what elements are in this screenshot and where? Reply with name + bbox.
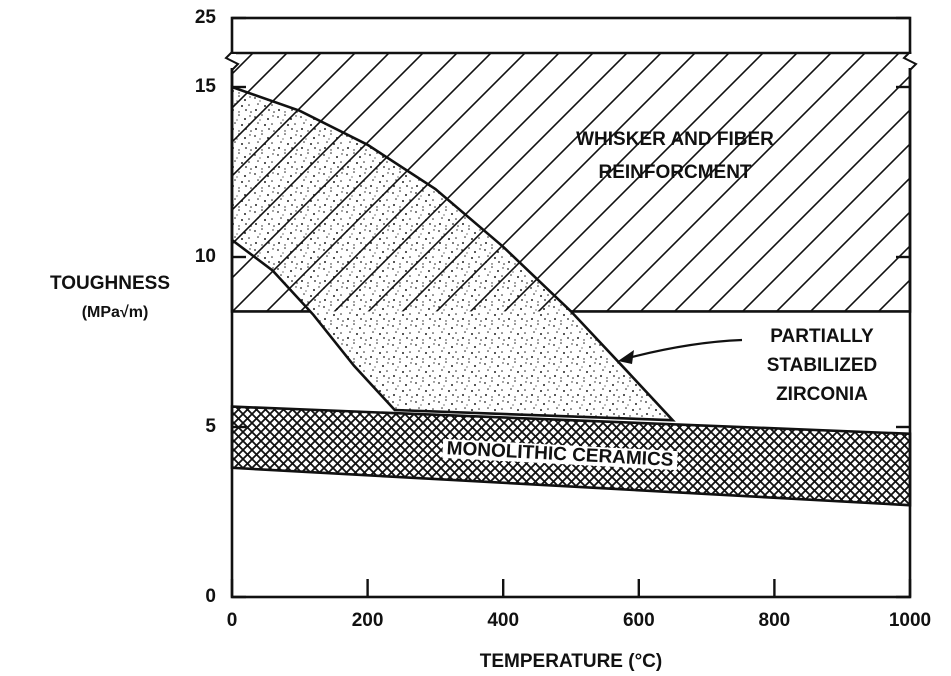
plot-frame (230, 16, 912, 599)
label-background (442, 438, 678, 471)
region-label: STABILIZED (767, 355, 877, 376)
x-tick-label: 1000 (889, 610, 931, 631)
arrow-head (618, 350, 634, 364)
x-axis-label: TEMPERATURE (°C) (480, 651, 662, 672)
x-tick-label: 400 (487, 610, 519, 631)
region-label: REINFORCMENT (598, 162, 751, 183)
y-tick-label: 25 (195, 7, 217, 28)
region-label: PARTIALLY (770, 326, 874, 347)
region-label: WHISKER AND FIBER (576, 129, 774, 150)
y-tick-label: 5 (205, 416, 216, 437)
y-tick-label: 15 (195, 76, 217, 97)
axis-break (224, 51, 240, 71)
y-tick-label: 0 (205, 586, 216, 607)
x-tick-label: 200 (352, 610, 384, 631)
pointer-arrow (627, 338, 743, 360)
x-tick-label: 0 (227, 610, 238, 631)
y-axis-label: (MPa√m) (82, 304, 149, 321)
y-tick-label: 10 (195, 246, 216, 267)
x-tick-label: 600 (623, 610, 655, 631)
axis-break (902, 51, 918, 71)
y-axis-label: TOUGHNESS (50, 273, 170, 294)
region-label: ZIRCONIA (776, 384, 868, 405)
x-tick-label: 800 (759, 610, 791, 631)
